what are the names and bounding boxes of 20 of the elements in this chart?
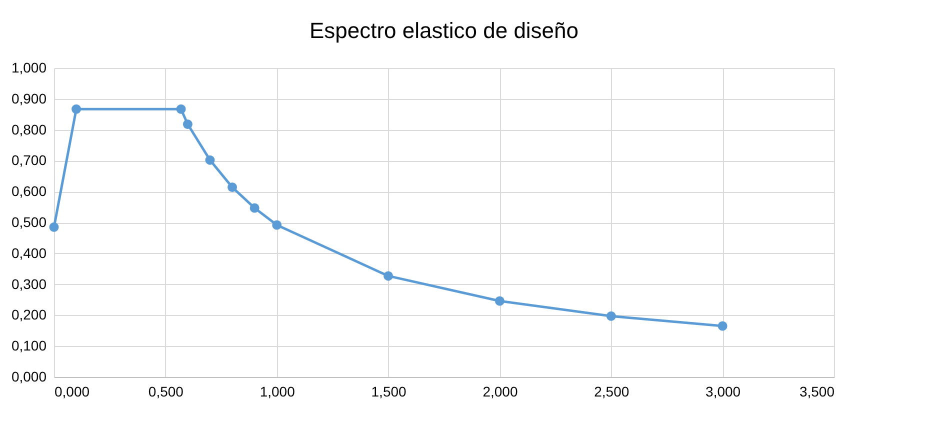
- x-tick-label: 2,500: [594, 384, 630, 400]
- y-tick-label: 0,200: [11, 306, 47, 323]
- y-tick-label: 0,400: [11, 244, 47, 261]
- y-tick-label: 0,100: [11, 338, 47, 354]
- y-tick-label: 0,600: [11, 183, 47, 200]
- x-tick-label: 2,000: [482, 384, 518, 400]
- y-tick-label: 0,700: [11, 152, 47, 168]
- y-tick-label: 0,300: [11, 276, 47, 292]
- x-tick-label: 0,000: [54, 384, 90, 400]
- chart-title: Espectro elastico de diseño: [309, 18, 579, 43]
- y-tick-label: 0,800: [11, 121, 47, 138]
- x-tick-label: 3,500: [799, 384, 835, 400]
- x-tick-label: 1,500: [371, 384, 407, 400]
- y-tick-label: 1,000: [11, 60, 47, 76]
- y-tick-label: 0,900: [11, 90, 47, 106]
- x-tick-label: 0,500: [148, 384, 184, 400]
- x-tick-label: 1,000: [260, 384, 296, 400]
- y-tick-label: 0,500: [11, 214, 47, 230]
- x-tick-label: 3,000: [706, 384, 741, 400]
- y-tick-label: 0,000: [11, 368, 47, 384]
